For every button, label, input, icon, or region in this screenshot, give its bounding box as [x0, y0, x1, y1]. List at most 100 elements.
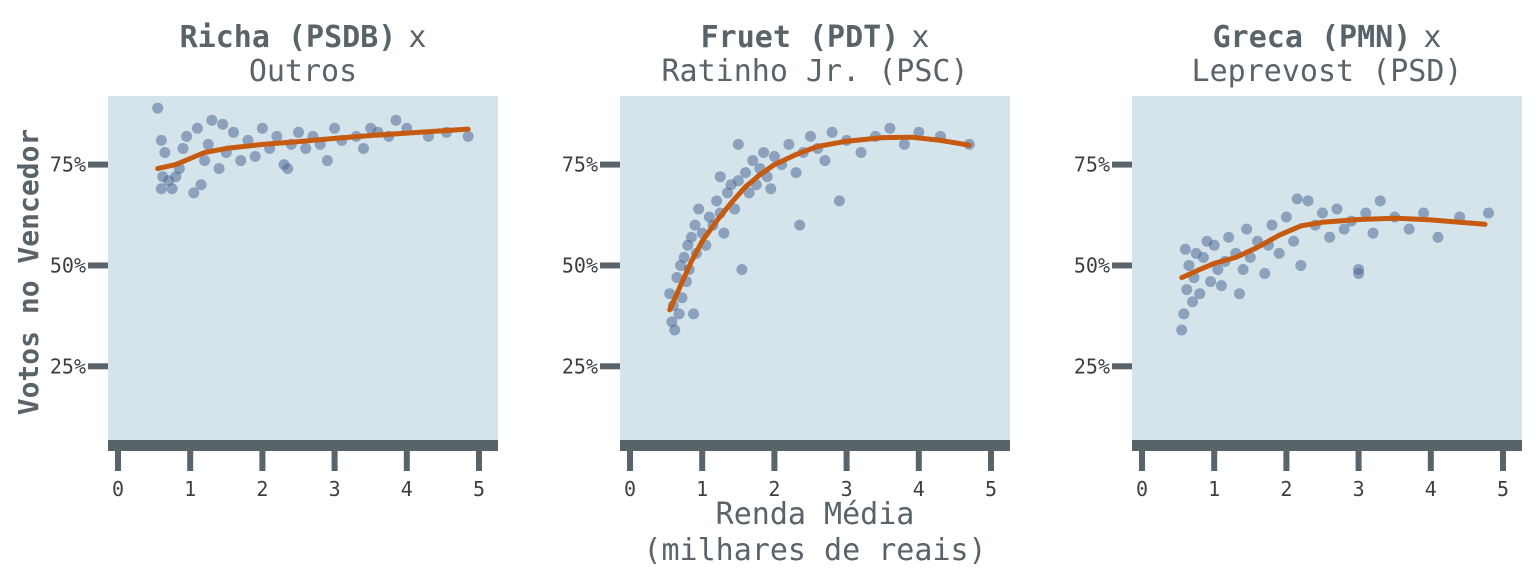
data-point: [855, 146, 867, 158]
data-point: [685, 231, 697, 243]
data-point: [1324, 231, 1336, 243]
x-tick: [627, 451, 633, 471]
data-point: [1223, 231, 1235, 243]
data-point: [357, 142, 369, 154]
data-point: [188, 187, 200, 199]
data-point: [1291, 193, 1303, 205]
data-point: [1194, 288, 1206, 300]
data-point: [676, 292, 688, 304]
data-point: [678, 251, 690, 263]
data-point: [181, 130, 193, 142]
y-tick: [1112, 262, 1132, 269]
data-point: [884, 122, 896, 134]
plot-area: 0 1 2 3 4 5 25% 50% 75%: [1074, 96, 1522, 501]
data-point: [217, 118, 229, 130]
y-tick: [88, 363, 108, 370]
x-tick: [115, 451, 121, 471]
y-tick: [600, 161, 620, 168]
x-tick-label: 5: [985, 477, 997, 501]
x-tick-label: 3: [1353, 477, 1365, 501]
x-axis-line: [1132, 440, 1522, 451]
data-point: [1295, 259, 1307, 271]
data-point: [390, 114, 402, 126]
x-tick-label: 1: [184, 477, 196, 501]
panel-title-bold: Fruet (PDT): [701, 20, 900, 55]
data-point: [235, 155, 247, 167]
data-point: [242, 134, 254, 146]
data-point: [1418, 207, 1430, 219]
data-point: [688, 308, 700, 320]
data-point: [768, 151, 780, 163]
data-point: [1374, 195, 1386, 207]
data-point: [758, 146, 770, 158]
data-point: [1259, 268, 1271, 280]
data-point: [1302, 195, 1314, 207]
data-point: [177, 142, 189, 154]
data-point: [1241, 223, 1253, 235]
data-point: [714, 171, 726, 183]
data-point: [1353, 268, 1365, 280]
data-point: [664, 288, 676, 300]
data-point: [1197, 251, 1209, 263]
data-point: [1432, 231, 1444, 243]
data-point: [1183, 259, 1195, 271]
data-point: [732, 138, 744, 150]
data-point: [1403, 223, 1415, 235]
y-tick-label: 75%: [1074, 153, 1110, 177]
data-point: [155, 183, 167, 195]
data-point: [462, 130, 474, 142]
x-tick: [771, 451, 778, 471]
y-tick: [1112, 363, 1132, 370]
data-point: [1237, 263, 1249, 275]
data-point: [732, 175, 744, 187]
y-axis-label: Votos no Vencedor: [12, 129, 45, 416]
data-point: [1215, 280, 1227, 292]
x-tick-label: 0: [1136, 477, 1148, 501]
trend-line: [667, 134, 972, 313]
data-point: [1179, 243, 1191, 255]
x-tick-label: 3: [329, 477, 341, 501]
y-tick-label: 50%: [50, 253, 86, 277]
data-point: [249, 151, 261, 163]
x-tick: [476, 451, 482, 471]
y-tick-label: 25%: [50, 354, 86, 378]
data-point: [1273, 247, 1285, 259]
x-tick-label: 4: [401, 477, 413, 501]
panel-subtitle: Outros: [249, 54, 357, 89]
x-axis-line: [108, 440, 498, 451]
x-tick: [1139, 451, 1145, 471]
x-tick: [699, 451, 706, 471]
x-tick: [187, 451, 194, 471]
data-point: [765, 183, 777, 195]
data-point: [729, 203, 741, 215]
x-tick-label: 4: [913, 477, 925, 501]
y-tick-label: 50%: [562, 253, 598, 277]
data-point: [1187, 296, 1199, 308]
panel-title: Richa (PSDB) x: [180, 20, 427, 55]
data-point: [271, 130, 283, 142]
panel-richa: Richa (PSDB) x Outros 0 1 2 3 4 5 25% 50% 75%: [50, 20, 498, 501]
data-point: [740, 167, 752, 179]
x-tick-label: 5: [1497, 477, 1509, 501]
panel-title-bold: Richa (PSDB): [180, 20, 397, 55]
x-tick: [988, 451, 994, 471]
panel-title-x: x: [911, 20, 929, 55]
x-tick: [403, 451, 410, 471]
plot-background: [108, 96, 498, 447]
x-tick-label: 2: [1280, 477, 1292, 501]
data-point: [790, 167, 802, 179]
trend-line: [1179, 215, 1488, 281]
x-axis-label-line1: Renda Média: [716, 497, 915, 532]
data-point: [794, 219, 806, 231]
data-point: [783, 138, 795, 150]
data-point: [228, 126, 240, 138]
plot-area: 0 1 2 3 4 5 25% 50% 75%: [50, 96, 498, 501]
data-point: [673, 308, 685, 320]
data-point: [1176, 324, 1188, 336]
data-point: [1233, 288, 1245, 300]
panel-subtitle: Ratinho Jr. (PSC): [661, 54, 968, 89]
y-tick-label: 75%: [50, 153, 86, 177]
data-point: [1338, 223, 1350, 235]
data-point: [718, 227, 730, 239]
plot-area: 0 1 2 3 4 5 25% 50% 75%: [562, 96, 1010, 501]
